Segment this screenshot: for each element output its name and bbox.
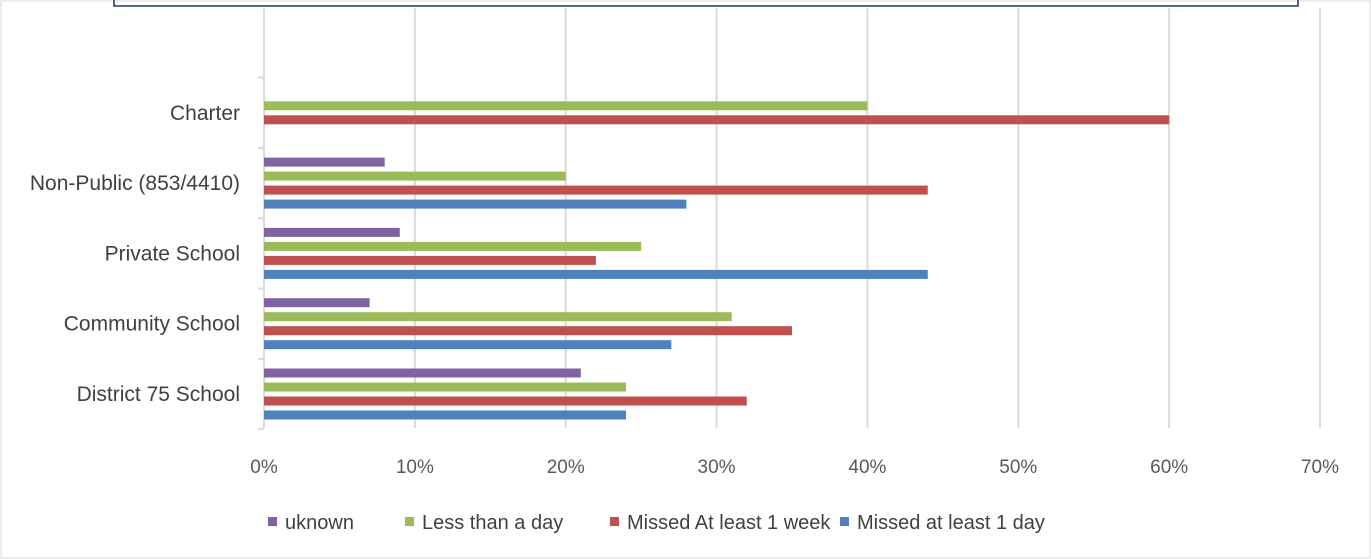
category-label: District 75 School xyxy=(77,383,240,406)
legend-swatch xyxy=(840,517,849,526)
bar-missed-at-least-1-day xyxy=(264,269,928,279)
bar-missed-at-least-1-week xyxy=(264,185,928,195)
legend-swatch xyxy=(610,517,619,526)
title-box-frame xyxy=(113,0,1299,7)
legend-swatch xyxy=(405,517,414,526)
tick-label: 40% xyxy=(848,457,886,478)
tick-label: 50% xyxy=(999,457,1037,478)
tick-label: 20% xyxy=(547,457,585,478)
bar-missed-at-least-1-day xyxy=(264,410,627,420)
tick-label: 10% xyxy=(396,457,434,478)
bar-missed-at-least-1-day xyxy=(264,199,687,209)
bar-uknown xyxy=(264,368,581,378)
value-axis-labels: 0% 10% 20% 30% 40% 50% 60% 70% xyxy=(250,457,1339,478)
bar-missed-at-least-1-week xyxy=(264,255,596,265)
category-label: Non-Public (853/4410) xyxy=(30,172,240,195)
bar-uknown xyxy=(264,157,385,167)
gridlines xyxy=(413,8,1321,428)
bar-less-than-a-day xyxy=(264,101,868,111)
bar-uknown xyxy=(264,227,400,237)
bar-missed-at-least-1-week xyxy=(264,115,1170,125)
bar-uknown xyxy=(264,298,370,308)
legend-label: Less than a day xyxy=(422,512,563,534)
bars xyxy=(264,101,1170,420)
legend-label: uknown xyxy=(285,512,354,534)
tick-label: 70% xyxy=(1301,457,1339,478)
legend-label: Missed At least 1 week xyxy=(627,512,831,534)
category-label: Charter xyxy=(170,102,240,125)
tick-label: 0% xyxy=(250,457,278,478)
category-labels: District 75 School Community School Privat… xyxy=(30,102,240,406)
bar-less-than-a-day xyxy=(264,241,642,251)
bar-less-than-a-day xyxy=(264,382,627,392)
category-label: Community School xyxy=(64,313,240,336)
tick-label: 60% xyxy=(1150,457,1188,478)
legend-label: Missed at least 1 day xyxy=(857,512,1045,534)
legend-swatch xyxy=(268,517,277,526)
category-axis xyxy=(258,8,265,431)
legend: uknown Less than a day Missed At least 1 w… xyxy=(268,512,1045,534)
bar-missed-at-least-1-week xyxy=(264,396,747,406)
category-label: Private School xyxy=(105,242,240,265)
bar-less-than-a-day xyxy=(264,312,732,322)
bar-missed-at-least-1-week xyxy=(264,326,792,336)
bar-missed-at-least-1-day xyxy=(264,340,672,350)
bar-less-than-a-day xyxy=(264,171,566,181)
tick-label: 30% xyxy=(698,457,736,478)
